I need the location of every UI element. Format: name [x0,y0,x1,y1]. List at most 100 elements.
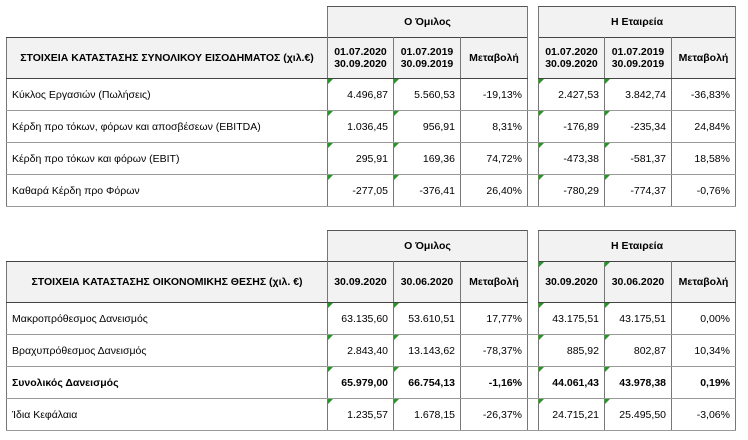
cell-company-prior: 43.978,38 [604,366,672,399]
cell-company-change: 24,84% [671,110,736,143]
position-row-short-term-debt: Βραχυπρόθεσμος Δανεισμός 2.843,40 13.143… [6,334,736,367]
position-row-total-debt: Συνολικός Δανεισμός 65.979,00 66.754,13 … [6,366,736,399]
position-col-company-current: 30.09.2020 [538,261,605,303]
income-row-revenue: Κύκλος Εργασιών (Πωλήσεις) 4.496,87 5.56… [6,78,736,111]
cell-group-prior: 13.143,62 [393,334,461,367]
cell-group-change: -19,13% [460,78,528,111]
financial-position-table: Ο Όμιλος Η Εταιρεία ΣΤΟΙΧΕΙΑ ΚΑΤΑΣΤΑΣΗΣ … [6,230,736,431]
cell-group-prior: 956,91 [393,110,461,143]
row-label: Κέρδη προ τόκων, φόρων και αποσβέσεων (E… [6,110,328,143]
col-period-end: 30.09.2020 [334,58,387,70]
column-separator [527,37,539,79]
income-row-ebitda: Κέρδη προ τόκων, φόρων και αποσβέσεων (E… [6,110,736,143]
position-group-label: Ο Όμιλος [327,230,528,262]
cell-company-current: 2.427,53 [538,78,605,111]
column-separator [527,6,539,38]
column-separator [527,261,539,303]
row-label: Κέρδη προ τόκων και φόρων (EBIT) [6,142,328,175]
col-period-start: 01.07.2019 [611,46,665,58]
income-col-group-period-2019: 01.07.2019 30.09.2019 [393,37,461,79]
cell-group-prior: 66.754,13 [393,366,461,399]
cell-group-change: 26,40% [460,174,528,207]
cell-group-current: 2.843,40 [327,334,394,367]
cell-company-current: 43.175,51 [538,302,605,335]
cell-company-current: 24.715,21 [538,398,605,431]
income-col-company-period-2019: 01.07.2019 30.09.2019 [604,37,672,79]
column-separator [527,398,539,431]
cell-company-prior: 25.495,50 [604,398,672,431]
cell-group-change: 74,72% [460,142,528,175]
cell-group-prior: 169,36 [393,142,461,175]
column-separator [527,110,539,143]
column-separator [527,230,539,262]
column-separator [527,302,539,335]
cell-company-change: 10,34% [671,334,736,367]
income-statement-table: Ο Όμιλος Η Εταιρεία ΣΤΟΙΧΕΙΑ ΚΑΤΑΣΤΑΣΗΣ … [6,6,736,207]
cell-group-prior: -376,41 [393,174,461,207]
cell-group-change: -1,16% [460,366,528,399]
cell-group-current: 63.135,60 [327,302,394,335]
position-col-group-change: Μεταβολή [460,261,528,303]
row-label: Ίδια Κεφάλαια [6,398,328,431]
column-separator [527,174,539,207]
cell-group-current: 1.036,45 [327,110,394,143]
col-period-start: 01.07.2019 [400,46,454,58]
col-period-end: 30.09.2019 [400,58,454,70]
column-separator [527,142,539,175]
cell-company-current: -473,38 [538,142,605,175]
income-col-company-period-2020: 01.07.2020 30.09.2020 [538,37,605,79]
cell-company-prior: -774,37 [604,174,672,207]
col-period-end: 30.09.2020 [545,58,598,70]
position-company-label: Η Εταιρεία [538,230,736,262]
row-label: Καθαρά Κέρδη προ Φόρων [6,174,328,207]
col-period-start: 01.07.2020 [334,46,387,58]
cell-group-current: -277,05 [327,174,394,207]
position-col-company-change: Μεταβολή [671,261,736,303]
row-label: Κύκλος Εργασιών (Πωλήσεις) [6,78,328,111]
income-row-ebt: Καθαρά Κέρδη προ Φόρων -277,05 -376,41 2… [6,174,736,207]
position-row-equity: Ίδια Κεφάλαια 1.235,57 1.678,15 -26,37% … [6,398,736,431]
cell-company-prior: -235,34 [604,110,672,143]
position-group-header-row: Ο Όμιλος Η Εταιρεία [7,230,736,262]
income-column-header-row: ΣΤΟΙΧΕΙΑ ΚΑΤΑΣΤΑΣΗΣ ΣΥΝΟΛΙΚΟΥ ΕΙΣΟΔΗΜΑΤΟ… [6,37,736,79]
cell-company-change: -36,83% [671,78,736,111]
income-group-label: Ο Όμιλος [327,6,528,38]
cell-company-change: -0,76% [671,174,736,207]
cell-group-change: -26,37% [460,398,528,431]
cell-group-current: 4.496,87 [327,78,394,111]
income-col-group-change: Μεταβολή [460,37,528,79]
position-col-group-current: 30.09.2020 [327,261,394,303]
cell-company-prior: 3.842,74 [604,78,672,111]
income-col-group-period-2020: 01.07.2020 30.09.2020 [327,37,394,79]
cell-company-current: -780,29 [538,174,605,207]
cell-group-current: 295,91 [327,142,394,175]
cell-company-prior: 802,87 [604,334,672,367]
row-label: Συνολικός Δανεισμός [6,366,328,399]
cell-company-current: 44.061,43 [538,366,605,399]
cell-company-change: 0,00% [671,302,736,335]
income-company-label: Η Εταιρεία [538,6,736,38]
column-separator [527,334,539,367]
row-label: Βραχυπρόθεσμος Δανεισμός [6,334,328,367]
income-table-title: ΣΤΟΙΧΕΙΑ ΚΑΤΑΣΤΑΣΗΣ ΣΥΝΟΛΙΚΟΥ ΕΙΣΟΔΗΜΑΤΟ… [6,37,328,79]
cell-group-prior: 5.560,53 [393,78,461,111]
column-separator [527,366,539,399]
cell-group-prior: 53.610,51 [393,302,461,335]
cell-group-prior: 1.678,15 [393,398,461,431]
position-col-group-prior: 30.06.2020 [393,261,461,303]
position-table-title: ΣΤΟΙΧΕΙΑ ΚΑΤΑΣΤΑΣΗΣ ΟΙΚΟΝΟΜΙΚΗΣ ΘΕΣΗΣ (χ… [6,261,328,303]
income-group-header-row: Ο Όμιλος Η Εταιρεία [7,6,736,38]
cell-company-current: -176,89 [538,110,605,143]
cell-company-change: 0,19% [671,366,736,399]
income-row-ebit: Κέρδη προ τόκων και φόρων (EBIT) 295,91 … [6,142,736,175]
column-separator [527,78,539,111]
col-period-end: 30.09.2019 [611,58,665,70]
col-period-start: 01.07.2020 [545,46,598,58]
row-label: Μακροπρόθεσμος Δανεισμός [6,302,328,335]
header-spacer [7,7,328,38]
cell-company-current: 885,92 [538,334,605,367]
cell-group-current: 65.979,00 [327,366,394,399]
position-row-long-term-debt: Μακροπρόθεσμος Δανεισμός 63.135,60 53.61… [6,302,736,335]
header-spacer [7,231,328,262]
cell-group-change: -78,37% [460,334,528,367]
